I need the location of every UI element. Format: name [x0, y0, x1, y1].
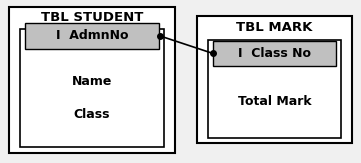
Text: Name: Name	[72, 75, 112, 88]
Text: Class: Class	[74, 108, 110, 121]
Text: TBL STUDENT: TBL STUDENT	[41, 11, 143, 24]
Bar	[213, 41, 336, 66]
Bar	[208, 40, 341, 138]
Bar	[25, 23, 159, 49]
Text: I  AdmnNo: I AdmnNo	[56, 29, 128, 42]
Bar	[20, 29, 164, 147]
Text: I  Class No: I Class No	[238, 47, 311, 60]
Text: TBL MARK: TBL MARK	[236, 21, 313, 34]
Text: Total Mark: Total Mark	[238, 95, 311, 108]
Bar	[9, 7, 175, 153]
Bar	[197, 16, 352, 143]
